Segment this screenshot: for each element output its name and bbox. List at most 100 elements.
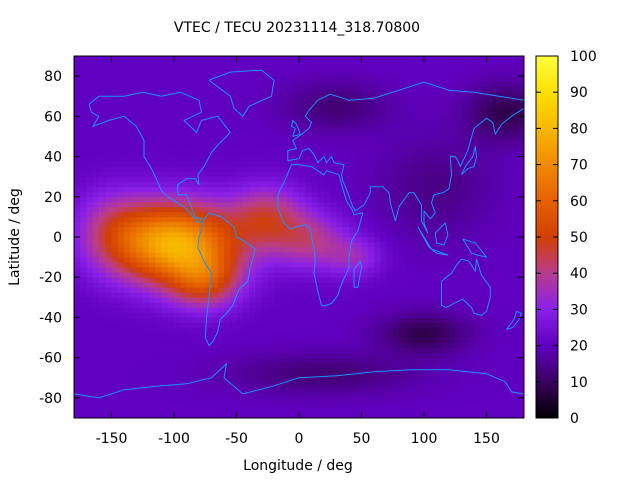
heatmap-cell xyxy=(349,151,356,157)
heatmap-cell xyxy=(130,231,137,238)
heatmap-cell xyxy=(80,126,87,132)
heatmap-cell xyxy=(80,367,87,374)
heatmap-cell xyxy=(405,111,412,117)
heatmap-cell xyxy=(236,181,244,188)
heatmap-cell xyxy=(492,367,500,374)
heatmap-cell xyxy=(186,402,194,409)
heatmap-cell xyxy=(486,226,494,233)
heatmap-cell xyxy=(455,216,462,223)
heatmap-cell xyxy=(367,247,375,253)
heatmap-cell xyxy=(455,226,462,233)
heatmap-cell xyxy=(286,292,294,298)
heatmap-cell xyxy=(374,412,381,419)
heatmap-cell xyxy=(467,116,475,122)
heatmap-cell xyxy=(442,302,450,308)
heatmap-cell xyxy=(330,312,337,318)
heatmap-cell xyxy=(224,302,231,308)
heatmap-cell xyxy=(292,357,300,364)
heatmap-cell xyxy=(449,277,456,283)
heatmap-cell xyxy=(374,282,381,288)
heatmap-cell xyxy=(136,126,144,132)
heatmap-cell xyxy=(236,106,244,112)
heatmap-cell xyxy=(442,146,450,152)
heatmap-cell xyxy=(211,186,219,193)
heatmap-cell xyxy=(224,282,231,288)
heatmap-cell xyxy=(80,412,87,419)
heatmap-cell xyxy=(99,126,106,132)
heatmap-cell xyxy=(224,402,231,409)
heatmap-cell xyxy=(305,382,312,389)
heatmap-cell xyxy=(280,226,287,233)
heatmap-cell xyxy=(99,257,106,263)
heatmap-cell xyxy=(199,397,206,404)
heatmap-cell xyxy=(86,392,94,399)
heatmap-cell xyxy=(449,126,456,132)
heatmap-cell xyxy=(155,141,162,147)
heatmap-cell xyxy=(155,327,162,333)
heatmap-cell xyxy=(355,111,362,117)
heatmap-cell xyxy=(74,342,81,349)
heatmap-cell xyxy=(167,392,175,399)
heatmap-cell xyxy=(405,367,412,374)
heatmap-cell xyxy=(186,231,194,238)
heatmap-cell xyxy=(286,347,294,354)
heatmap-cell xyxy=(392,392,400,399)
heatmap-cell xyxy=(436,91,444,97)
heatmap-cell xyxy=(155,86,162,92)
heatmap-cell xyxy=(86,387,94,394)
heatmap-cell xyxy=(474,86,481,92)
heatmap-cell xyxy=(499,146,506,152)
heatmap-cell xyxy=(299,111,306,117)
heatmap-cell xyxy=(217,161,225,168)
heatmap-cell xyxy=(480,111,487,117)
heatmap-cell xyxy=(205,402,212,409)
heatmap-cell xyxy=(74,111,81,117)
heatmap-cell xyxy=(136,247,144,253)
heatmap-cell xyxy=(192,76,200,82)
heatmap-cell xyxy=(486,242,494,248)
heatmap-cell xyxy=(224,292,231,298)
heatmap-cell xyxy=(355,166,362,173)
heatmap-cell xyxy=(474,247,481,253)
heatmap-cell xyxy=(99,307,106,313)
heatmap-cell xyxy=(411,312,419,318)
heatmap-cell xyxy=(467,402,475,409)
heatmap-cell xyxy=(374,126,381,132)
heatmap-cell xyxy=(367,221,375,228)
heatmap-cell xyxy=(517,257,525,263)
heatmap-cell xyxy=(499,322,506,328)
heatmap-cell xyxy=(286,412,294,419)
heatmap-cell xyxy=(330,357,337,364)
heatmap-cell xyxy=(430,372,437,379)
heatmap-cell xyxy=(142,297,150,303)
heatmap-cell xyxy=(405,352,412,359)
heatmap-cell xyxy=(267,91,275,97)
heatmap-cell xyxy=(255,216,262,223)
heatmap-cell xyxy=(474,161,481,168)
heatmap-cell xyxy=(286,267,294,273)
heatmap-cell xyxy=(436,277,444,283)
heatmap-cell xyxy=(261,141,269,147)
heatmap-cell xyxy=(367,146,375,152)
heatmap-cell xyxy=(161,282,169,288)
heatmap-cell xyxy=(367,71,375,77)
heatmap-cell xyxy=(324,201,331,208)
heatmap-cell xyxy=(355,367,362,374)
heatmap-cell xyxy=(417,367,425,374)
heatmap-cell xyxy=(361,191,369,198)
heatmap-cell xyxy=(205,211,212,218)
heatmap-cell xyxy=(417,131,425,137)
heatmap-cell xyxy=(324,161,331,168)
heatmap-cell xyxy=(74,402,81,409)
heatmap-cell xyxy=(499,367,506,374)
heatmap-cell xyxy=(336,307,344,313)
heatmap-cell xyxy=(211,156,219,162)
heatmap-cell xyxy=(361,116,369,122)
heatmap-cell xyxy=(286,392,294,399)
heatmap-cell xyxy=(492,257,500,263)
heatmap-cell xyxy=(505,302,512,308)
heatmap-cell xyxy=(180,186,187,193)
heatmap-cell xyxy=(417,397,425,404)
heatmap-cell xyxy=(405,247,412,253)
heatmap-cell xyxy=(292,111,300,117)
